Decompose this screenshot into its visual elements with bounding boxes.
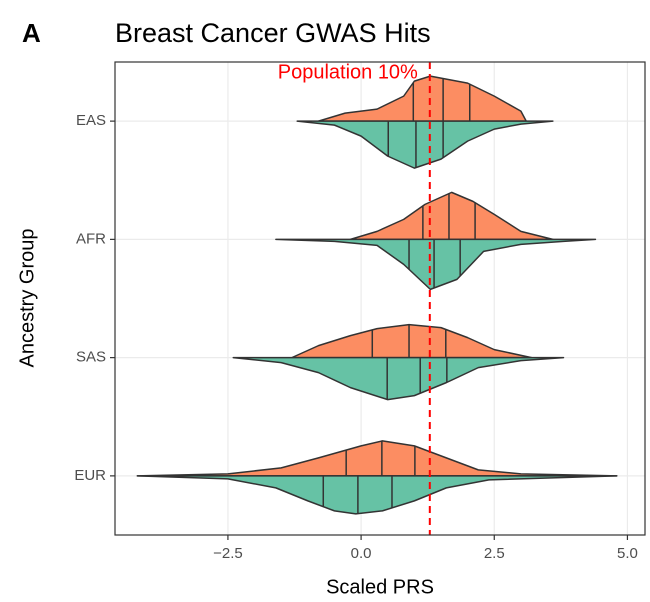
plot-border <box>114 61 646 536</box>
x-tick-label: 0.0 <box>351 545 372 562</box>
violin-half <box>136 440 618 477</box>
panel-label: A <box>22 18 41 48</box>
violin-half <box>349 191 554 241</box>
violin-half <box>317 75 527 122</box>
x-tick-label: 5.0 <box>617 545 638 562</box>
violin-half <box>291 323 533 359</box>
y-tick-label: AFR <box>76 230 106 247</box>
chart-title: Breast Cancer GWAS Hits <box>115 18 431 48</box>
y-tick-label: EUR <box>74 467 106 484</box>
reference-label: Population 10% <box>278 61 418 83</box>
x-tick-label: 2.5 <box>484 545 505 562</box>
x-tick-label: −2.5 <box>213 545 243 562</box>
x-axis-label: Scaled PRS <box>326 576 434 598</box>
violin-half <box>275 238 597 291</box>
y-axis-label: Ancestry Group <box>16 229 38 368</box>
violin-half <box>232 356 565 401</box>
violin-half <box>296 120 554 169</box>
y-tick-label: EAS <box>76 112 106 129</box>
y-tick-label: SAS <box>76 349 106 366</box>
violin-half <box>136 475 618 515</box>
